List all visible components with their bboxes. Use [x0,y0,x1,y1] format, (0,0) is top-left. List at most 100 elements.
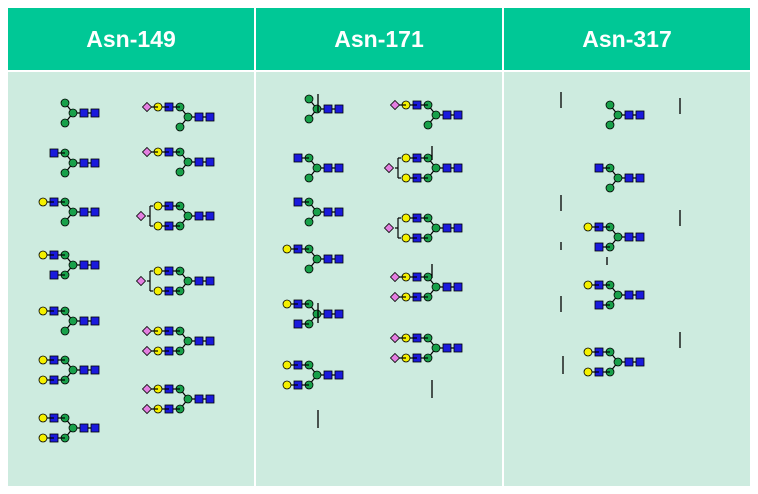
galactose-circle-icon [38,250,48,260]
glcnac-square-icon [90,423,100,433]
glcnac-square-icon [594,300,604,310]
galactose-circle-icon [38,375,48,385]
glcnac-square-icon [334,254,344,264]
galactose-circle-icon [38,355,48,365]
galactose-circle-icon [583,347,593,357]
mannose-circle-icon [431,163,441,173]
galactose-circle-icon [282,360,292,370]
mannose-circle-icon [183,394,193,404]
glcnac-square-icon [194,211,204,221]
mannose-circle-icon [605,183,615,193]
glcnac-square-icon [442,163,452,173]
header-asn-149: Asn-149 [8,8,254,70]
glcnac-square-icon [205,394,215,404]
mannose-circle-icon [68,316,78,326]
glcnac-square-icon [624,173,634,183]
site-label: Asn-171 [334,25,424,52]
mannose-circle-icon [431,110,441,120]
glcnac-square-icon [635,232,645,242]
glcnac-square-icon [323,104,333,114]
galactose-circle-icon [38,306,48,316]
mannose-circle-icon [613,232,623,242]
glcnac-square-icon [624,232,634,242]
glcnac-square-icon [79,423,89,433]
glcnac-square-icon [334,370,344,380]
site-label: Asn-149 [86,25,176,52]
glcnac-square-icon [323,207,333,217]
galactose-circle-icon [38,197,48,207]
sialic-acid-diamond-icon [389,291,401,303]
galactose-circle-icon [38,433,48,443]
glcnac-square-icon [90,158,100,168]
mannose-circle-icon [423,120,433,130]
glcnac-square-icon [79,158,89,168]
glcnac-square-icon [323,309,333,319]
galactose-circle-icon [583,367,593,377]
mannose-circle-icon [304,264,314,274]
panel-asn-317 [504,72,750,486]
mannose-circle-icon [68,260,78,270]
galactose-circle-icon [153,286,163,296]
galactose-circle-icon [583,222,593,232]
glcnac-square-icon [453,110,463,120]
mannose-circle-icon [304,173,314,183]
galactose-circle-icon [401,173,411,183]
glcnac-square-icon [453,343,463,353]
sialic-acid-diamond-icon [141,146,153,158]
glcnac-square-icon [442,223,452,233]
mannose-circle-icon [183,336,193,346]
glcnac-square-icon [194,276,204,286]
mannose-circle-icon [60,98,70,108]
glcnac-square-icon [79,260,89,270]
glcnac-square-icon [79,207,89,217]
mannose-circle-icon [68,158,78,168]
glcnac-square-icon [323,163,333,173]
mannose-circle-icon [304,94,314,104]
sialic-acid-diamond-icon [135,210,147,222]
mannose-circle-icon [183,211,193,221]
mannose-circle-icon [60,118,70,128]
glcnac-square-icon [194,112,204,122]
glcnac-square-icon [442,343,452,353]
galactose-circle-icon [401,213,411,223]
sialic-acid-diamond-icon [141,403,153,415]
galactose-circle-icon [153,201,163,211]
glcnac-square-icon [635,290,645,300]
mannose-circle-icon [605,100,615,110]
sialic-acid-diamond-icon [389,352,401,364]
mannose-circle-icon [613,173,623,183]
glcnac-square-icon [79,365,89,375]
sialic-acid-diamond-icon [383,162,395,174]
glcnac-square-icon [205,276,215,286]
glcnac-square-icon [334,163,344,173]
glcnac-square-icon [293,319,303,329]
galactose-circle-icon [282,299,292,309]
glcnac-square-icon [205,336,215,346]
mannose-circle-icon [312,309,322,319]
glcnac-square-icon [334,207,344,217]
mannose-circle-icon [613,290,623,300]
glcnac-square-icon [90,365,100,375]
glcnac-square-icon [205,157,215,167]
mannose-circle-icon [304,114,314,124]
glcnac-square-icon [205,211,215,221]
glcnac-square-icon [293,197,303,207]
galactose-circle-icon [282,380,292,390]
glcnac-square-icon [334,104,344,114]
glcnac-square-icon [624,357,634,367]
mannose-circle-icon [183,276,193,286]
mannose-circle-icon [68,365,78,375]
glcnac-square-icon [624,110,634,120]
glcnac-square-icon [635,357,645,367]
glcnac-square-icon [594,163,604,173]
galactose-circle-icon [38,413,48,423]
sialic-acid-diamond-icon [141,345,153,357]
glcnac-square-icon [194,157,204,167]
mannose-circle-icon [312,254,322,264]
glcnac-square-icon [323,370,333,380]
galactose-circle-icon [401,153,411,163]
glcnac-square-icon [334,309,344,319]
galactose-circle-icon [401,233,411,243]
glcnac-square-icon [635,173,645,183]
